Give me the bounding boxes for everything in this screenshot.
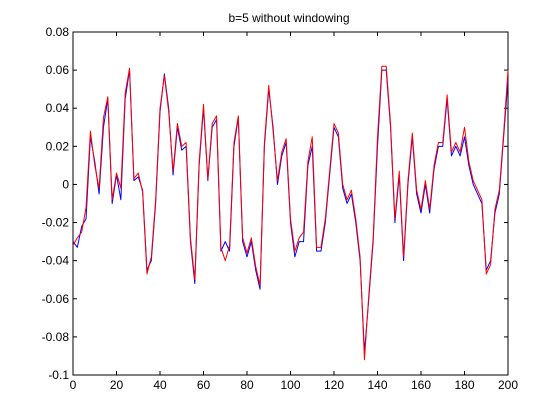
y-tick-label: 0 — [62, 177, 69, 191]
x-tick-label: 160 — [411, 378, 431, 392]
x-tick-label: 100 — [280, 378, 300, 392]
axis-ticks — [72, 31, 509, 376]
x-tick-label: 0 — [70, 378, 77, 392]
y-tick-label: -0.1 — [48, 368, 69, 382]
y-tick-label: -0.04 — [42, 254, 70, 268]
y-tick-label: 0.04 — [46, 101, 70, 115]
y-tick-label: 0.02 — [46, 139, 70, 153]
axis-tick-labels: 0 20 40 60 80 100 120 140 160 180 200 -0.1 -0.08 -0.0… — [42, 25, 519, 392]
series-line-2 — [72, 65, 509, 361]
x-tick-label: 40 — [153, 378, 167, 392]
x-tick-label: 60 — [197, 378, 211, 392]
x-tick-label: 20 — [110, 378, 124, 392]
y-tick-label: 0.06 — [46, 63, 70, 77]
y-tick-label: -0.02 — [42, 216, 70, 230]
series-layer — [72, 65, 509, 361]
y-tick-label: -0.06 — [42, 292, 70, 306]
x-tick-label: 200 — [498, 378, 518, 392]
chart-title: b=5 without windowing — [228, 11, 349, 25]
y-tick-label: -0.08 — [42, 330, 70, 344]
y-tick-label: 0.08 — [46, 25, 70, 39]
x-tick-label: 180 — [454, 378, 474, 392]
x-tick-label: 140 — [367, 378, 387, 392]
plot-area — [72, 31, 509, 376]
x-tick-label: 80 — [240, 378, 254, 392]
x-tick-label: 120 — [324, 378, 344, 392]
